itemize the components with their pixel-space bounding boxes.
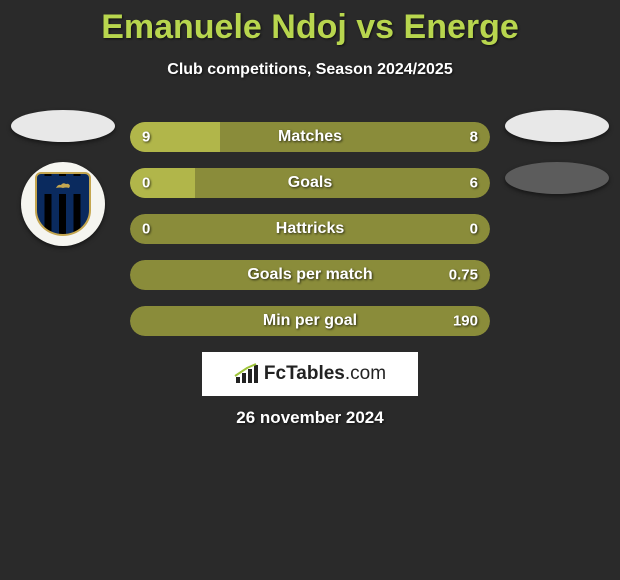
page-title: Emanuele Ndoj vs Energe (0, 0, 620, 47)
stat-row: Matches 9 8 (130, 122, 490, 152)
bar-label: Goals per match (247, 266, 372, 284)
brand-text: FcTables.com (264, 363, 386, 385)
stat-row: Goals 0 6 (130, 168, 490, 198)
bar-fill-left (130, 168, 195, 198)
bar-chart-icon (234, 363, 258, 385)
bar-label: Min per goal (263, 312, 357, 330)
stat-row: Min per goal 190 (130, 306, 490, 336)
brand-box: FcTables.com (202, 352, 418, 396)
bar-value-left: 9 (142, 129, 150, 146)
right-player-ellipse-1 (505, 110, 609, 142)
bar-label: Hattricks (276, 220, 344, 238)
left-player-ellipse (11, 110, 115, 142)
club-shield-icon (35, 172, 91, 236)
brand-domain: .com (345, 363, 386, 384)
lion-emblem-icon (54, 180, 72, 190)
date-text: 26 november 2024 (236, 408, 383, 428)
comparison-bars: Matches 9 8 Goals 0 6 Hattricks 0 0 Goals per mat… (130, 122, 490, 352)
stat-row: Goals per match 0.75 (130, 260, 490, 290)
bar-value-right: 6 (470, 175, 478, 192)
stat-row: Hattricks 0 0 (130, 214, 490, 244)
left-player-column (8, 110, 118, 246)
bar-value-right: 0 (470, 221, 478, 238)
subtitle: Club competitions, Season 2024/2025 (0, 61, 620, 79)
right-player-column (502, 110, 612, 214)
bar-label: Goals (288, 174, 332, 192)
bar-value-right: 190 (453, 313, 478, 330)
bar-value-right: 0.75 (449, 267, 478, 284)
bar-value-left: 0 (142, 175, 150, 192)
left-club-logo (21, 162, 105, 246)
bar-value-right: 8 (470, 129, 478, 146)
bar-value-left: 0 (142, 221, 150, 238)
brand-name: FcTables (264, 363, 345, 384)
right-player-ellipse-2 (505, 162, 609, 194)
bar-label: Matches (278, 128, 342, 146)
